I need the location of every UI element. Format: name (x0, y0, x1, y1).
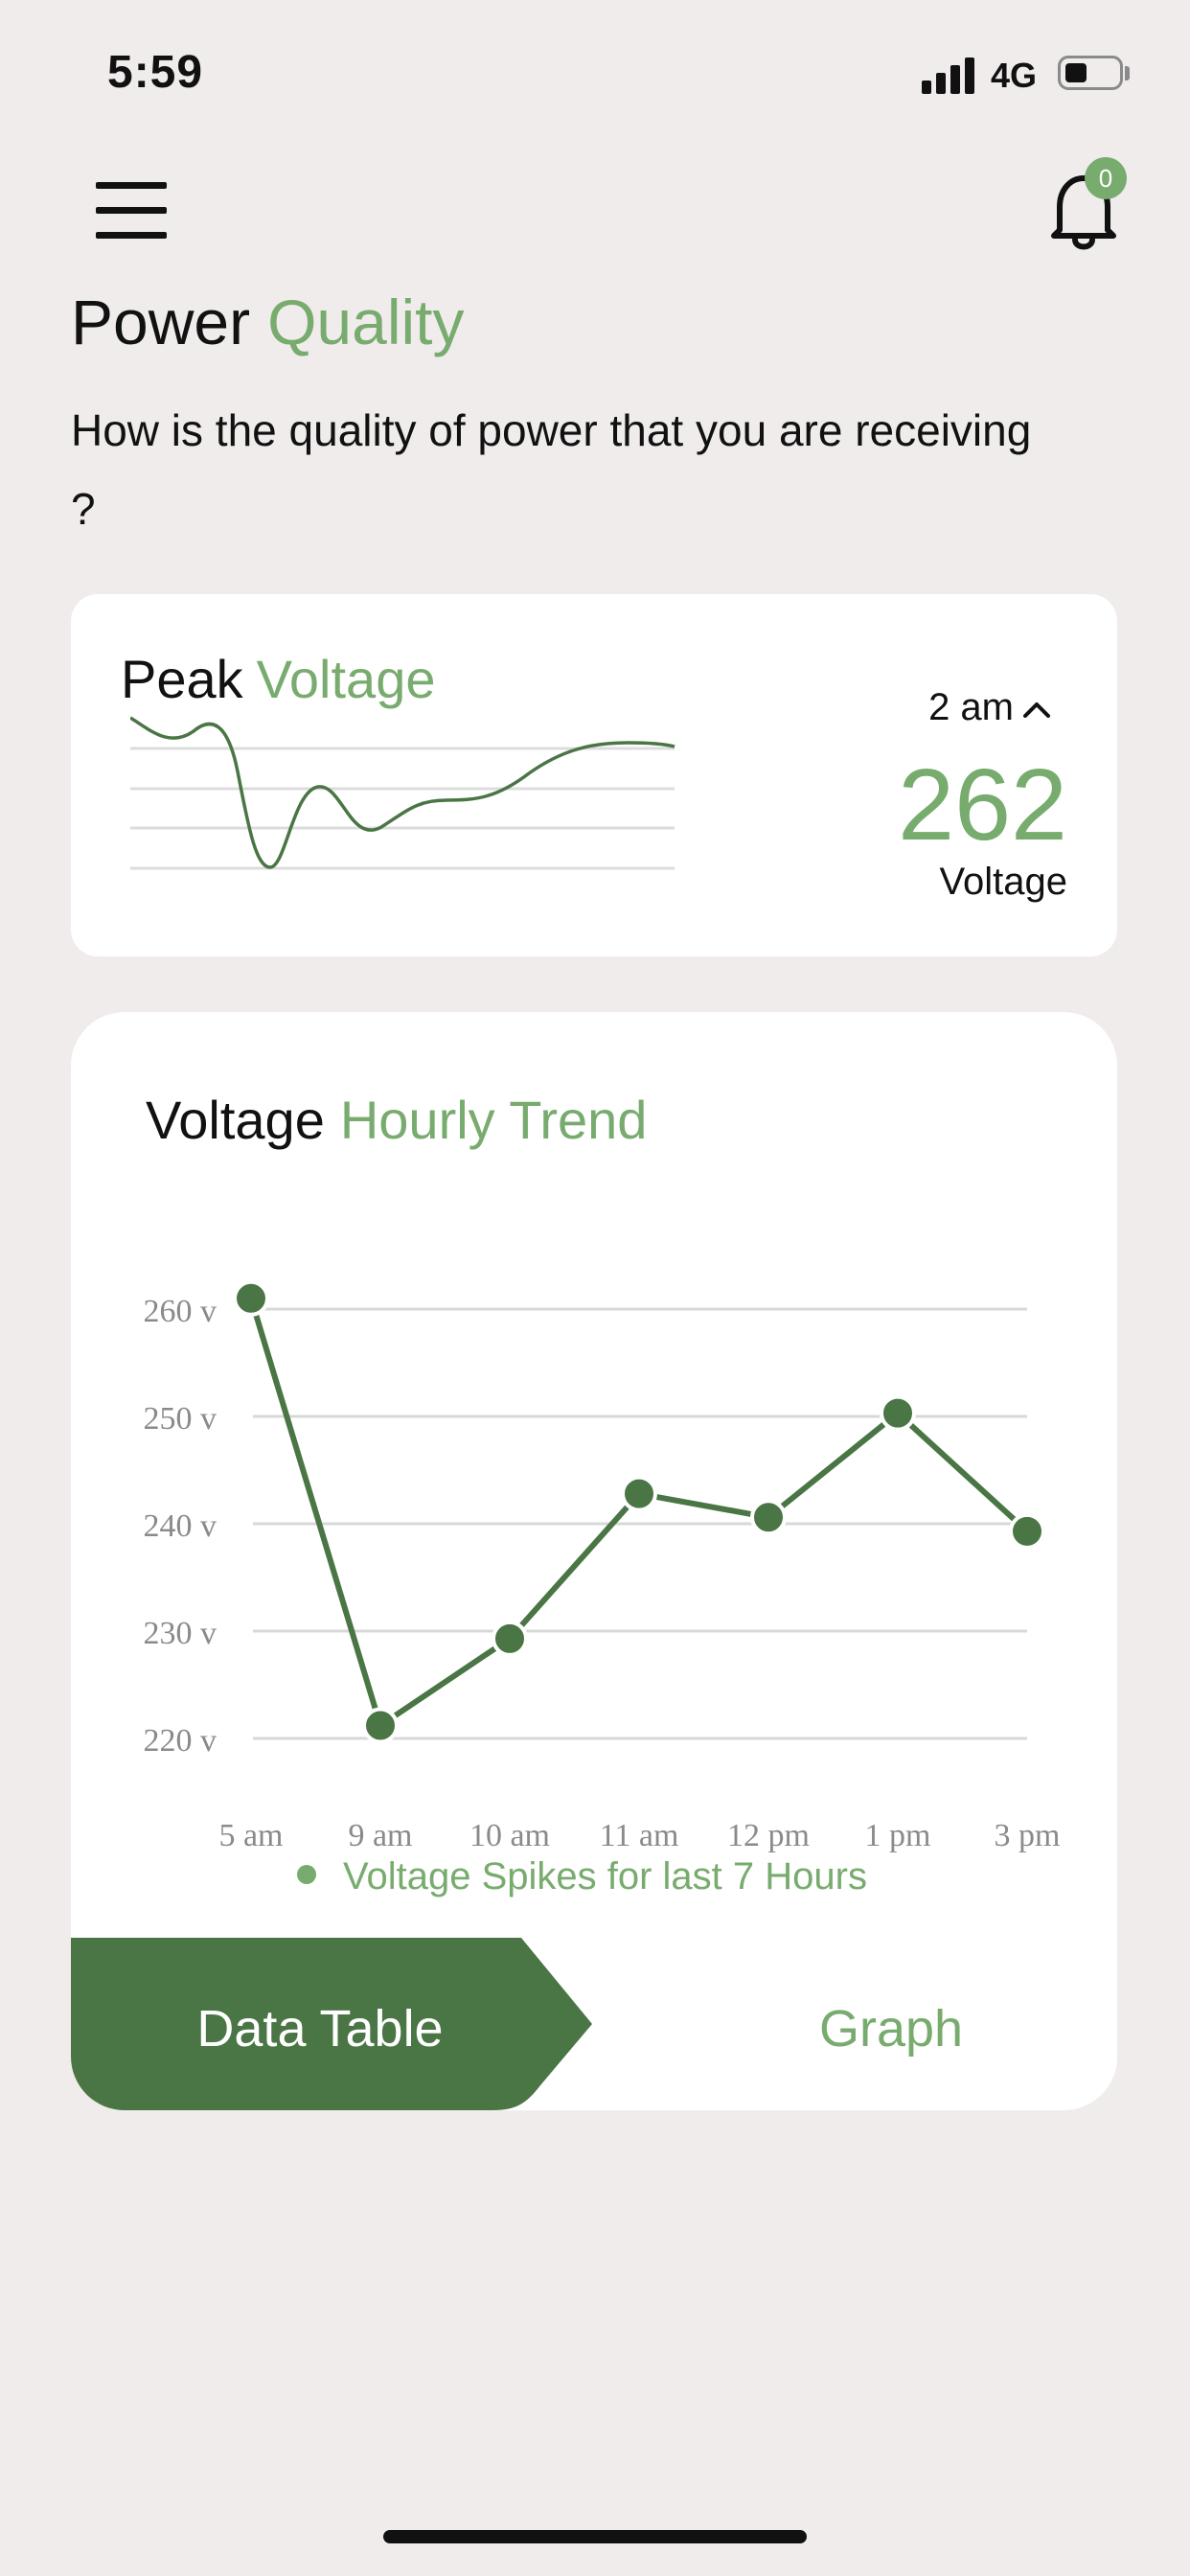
y-tick-label: 230 v (144, 1616, 217, 1651)
tab-graph[interactable]: Graph (818, 2000, 964, 2058)
home-indicator (383, 2530, 807, 2543)
tab-bar-background (71, 1938, 1117, 2110)
peak-voltage-card[interactable]: Peak Voltage 2 am 262 Voltage (71, 594, 1117, 956)
series-line (248, 1297, 1030, 1729)
page-title-main: Power (71, 287, 251, 357)
peak-card-title-accent: Voltage (256, 649, 436, 709)
x-tick-label: 9 am (348, 1818, 412, 1853)
page-title: Power Quality (71, 286, 465, 358)
peak-sparkline (130, 716, 675, 870)
peak-voltage-value: 262 (898, 748, 1067, 862)
x-tick-label: 1 pm (865, 1818, 931, 1853)
trend-card-title: Voltage Hourly Trend (146, 1089, 647, 1151)
trend-card-title-accent: Hourly Trend (339, 1090, 648, 1150)
x-tick-label: 5 am (218, 1818, 283, 1853)
network-label: 4G (991, 56, 1038, 95)
status-bar: 5:59 4G (0, 0, 1190, 144)
page-subtitle: How is the quality of power that you are… (71, 405, 1032, 534)
hourly-trend-card: Voltage Hourly Trend 220 v 230 v 240 v 250 v… (71, 1012, 1117, 2110)
signal-icon (922, 56, 977, 94)
data-point (1009, 1512, 1045, 1550)
chart-legend: Voltage Spikes for last 7 Hours (297, 1855, 867, 1898)
y-tick-label: 250 v (144, 1401, 217, 1437)
voltage-trend-chart: 220 v 230 v 240 v 250 v 260 v 5 am 9 am 10 am 11… (144, 1279, 1061, 1853)
view-tab-bar: Data Table Graph (71, 1938, 1117, 2110)
x-tick-label: 10 am (469, 1818, 550, 1853)
battery-cap (1125, 66, 1130, 80)
peak-card-title: Peak Voltage (121, 648, 435, 710)
data-point (880, 1394, 916, 1432)
data-point (621, 1475, 657, 1512)
legend-dot-icon (297, 1865, 316, 1885)
peak-voltage-unit: Voltage (939, 861, 1067, 903)
x-tick-label: 3 pm (995, 1818, 1061, 1853)
data-point (750, 1499, 787, 1536)
peak-time-selector[interactable]: 2 am (928, 686, 1052, 729)
data-point (362, 1707, 399, 1744)
x-tick-label: 12 pm (727, 1818, 810, 1853)
peak-card-title-main: Peak (121, 649, 243, 709)
status-time: 5:59 (107, 47, 204, 98)
trend-card-title-main: Voltage (146, 1090, 325, 1150)
page-title-accent: Quality (267, 287, 465, 357)
battery-icon (1058, 56, 1123, 90)
data-point (492, 1620, 528, 1657)
y-tick-label: 220 v (144, 1723, 217, 1759)
peak-time-label: 2 am (928, 686, 1014, 728)
hamburger-menu-icon[interactable] (96, 182, 169, 240)
x-tick-label: 11 am (600, 1818, 679, 1853)
y-tick-label: 260 v (144, 1294, 217, 1329)
tab-data-table[interactable]: Data Table (196, 2000, 444, 2058)
y-tick-label: 240 v (144, 1508, 217, 1544)
chevron-up-icon (1023, 702, 1050, 719)
legend-label: Voltage Spikes for last 7 Hours (343, 1855, 867, 1898)
data-point (233, 1279, 269, 1317)
notification-badge: 0 (1085, 157, 1127, 199)
